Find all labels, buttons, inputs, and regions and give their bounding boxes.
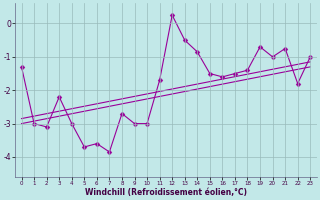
X-axis label: Windchill (Refroidissement éolien,°C): Windchill (Refroidissement éolien,°C) (85, 188, 247, 197)
